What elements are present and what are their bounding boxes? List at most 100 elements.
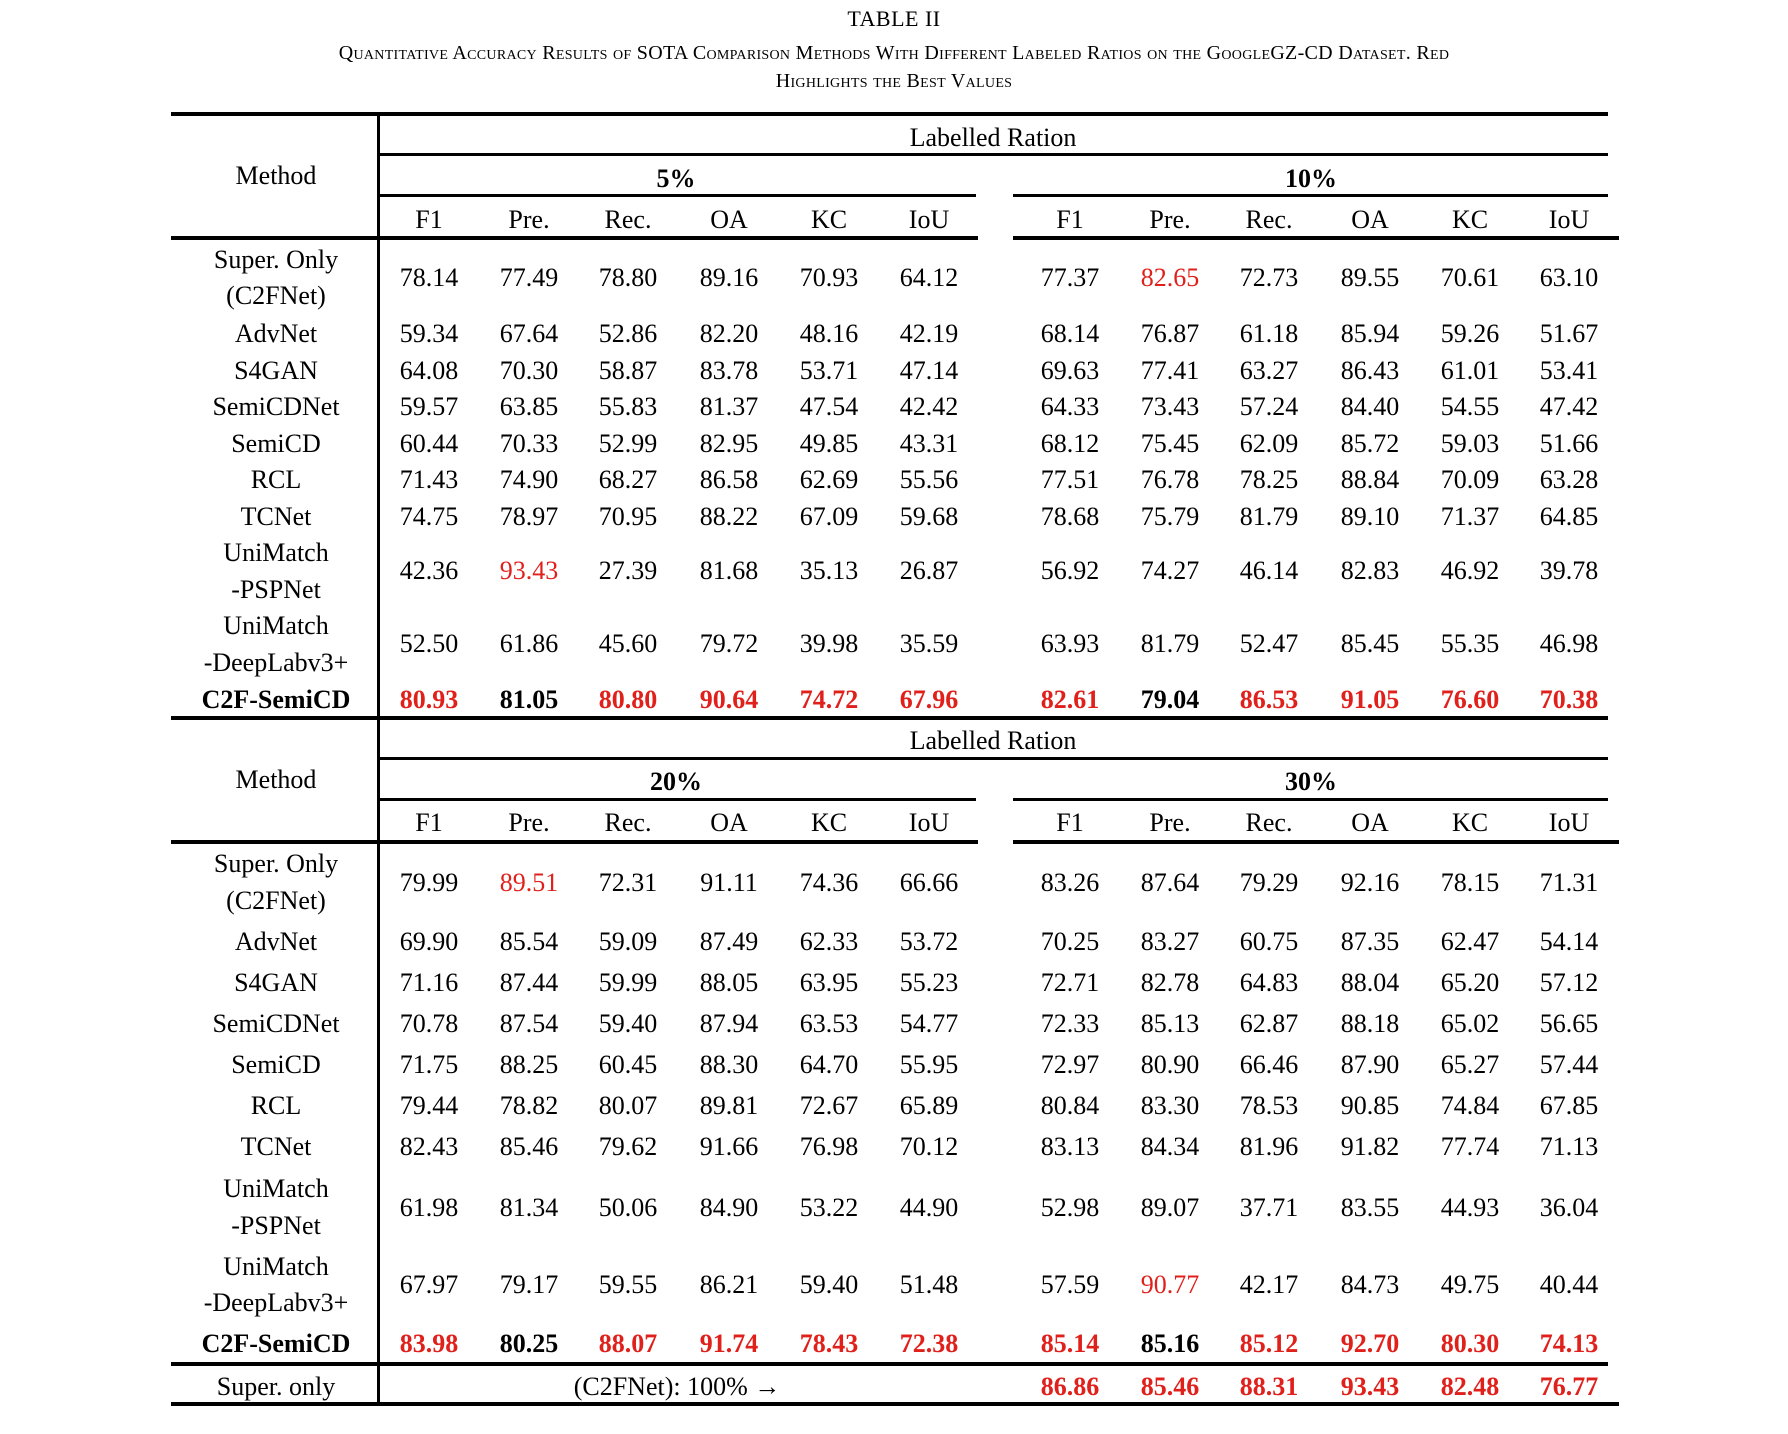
table-caption-line-2: Highlights the Best Values — [775, 70, 1013, 92]
table-cell: 72.73 — [1239, 263, 1299, 292]
block-bottom-rule — [171, 1362, 1608, 1366]
table-cell: 88.04 — [1340, 968, 1400, 997]
table-cell: 51.67 — [1539, 319, 1599, 348]
table-cell: 87.44 — [499, 968, 559, 997]
table-cell: 39.98 — [799, 629, 859, 658]
table-cell: 77.51 — [1040, 465, 1100, 494]
table-cell: 87.35 — [1340, 927, 1400, 956]
table-cell: 78.25 — [1239, 465, 1299, 494]
table-cell: 70.30 — [499, 356, 559, 385]
header-bottom-rule — [1013, 840, 1619, 844]
table-cell: 91.74 — [699, 1329, 759, 1358]
metric-header: Rec. — [1245, 808, 1293, 837]
table-cell: 62.87 — [1239, 1009, 1299, 1038]
table-cell: 84.73 — [1340, 1270, 1400, 1299]
table-cell: 65.89 — [899, 1091, 959, 1120]
table-cell: 82.78 — [1140, 968, 1200, 997]
table-cell: 47.42 — [1539, 392, 1599, 421]
table-cell: 52.86 — [598, 319, 658, 348]
table-cell: 42.17 — [1239, 1270, 1299, 1299]
table-cell: 62.09 — [1239, 429, 1299, 458]
table-cell: 78.97 — [499, 502, 559, 531]
table-cell: 90.85 — [1340, 1091, 1400, 1120]
table-cell: 47.14 — [899, 356, 959, 385]
column-divider — [377, 114, 380, 718]
table-cell: 88.25 — [499, 1050, 559, 1079]
method-header: Method — [235, 765, 317, 794]
table-cell: 81.05 — [499, 685, 559, 714]
table-cell: 79.62 — [598, 1132, 658, 1161]
table-cell: 52.47 — [1239, 629, 1299, 658]
metric-header: OA — [710, 205, 748, 234]
table-cell: 81.34 — [499, 1193, 559, 1222]
table-cell: 63.28 — [1539, 465, 1599, 494]
table-cell: 53.72 — [899, 927, 959, 956]
table-cell: 50.06 — [598, 1193, 658, 1222]
table-cell: 37.71 — [1239, 1193, 1299, 1222]
table-cell: 60.45 — [598, 1050, 658, 1079]
table-cell: 82.43 — [399, 1132, 459, 1161]
method-name: TCNet — [240, 502, 312, 531]
table-cell: 62.33 — [799, 927, 859, 956]
table-cell: 51.66 — [1539, 429, 1599, 458]
table-cell: 64.85 — [1539, 502, 1599, 531]
table-cell: 89.51 — [499, 868, 559, 897]
table-cell: 53.41 — [1539, 356, 1599, 385]
table-cell: 80.90 — [1140, 1050, 1200, 1079]
table-cell: 89.81 — [699, 1091, 759, 1120]
table-cell: 85.46 — [499, 1132, 559, 1161]
table-cell: 65.20 — [1440, 968, 1500, 997]
table-cell: 83.26 — [1040, 868, 1100, 897]
table-cell: 79.99 — [399, 868, 459, 897]
table-cell: 87.64 — [1140, 868, 1200, 897]
table-cell: 75.45 — [1140, 429, 1200, 458]
metric-header: F1 — [415, 808, 443, 837]
table-cell: 70.38 — [1539, 685, 1599, 714]
table-cell: 64.08 — [399, 356, 459, 385]
table-cell: 59.03 — [1440, 429, 1500, 458]
metric-header: OA — [1351, 205, 1389, 234]
table-cell: 67.85 — [1539, 1091, 1599, 1120]
table-cell: 67.09 — [799, 502, 859, 531]
table-caption-line-1: Quantitative Accuracy Results of SOTA Co… — [338, 42, 1450, 64]
header-rule — [379, 757, 1608, 760]
table-cell: 82.95 — [699, 429, 759, 458]
table-cell: 54.14 — [1539, 927, 1599, 956]
method-name: UniMatch — [223, 1252, 329, 1281]
table-cell: 71.37 — [1440, 502, 1500, 531]
table-cell: 78.14 — [399, 263, 459, 292]
table-cell: 57.12 — [1539, 968, 1599, 997]
table-cell: 43.31 — [899, 429, 959, 458]
table-cell: 63.95 — [799, 968, 859, 997]
table-cell: 46.14 — [1239, 556, 1299, 585]
metric-header: Pre. — [508, 808, 550, 837]
table-cell: 72.71 — [1040, 968, 1100, 997]
method-name: -DeepLabv3+ — [203, 1288, 349, 1317]
metric-header: Rec. — [1245, 205, 1293, 234]
table-cell: 79.72 — [699, 629, 759, 658]
header-rule — [379, 153, 1608, 156]
table-cell: 87.90 — [1340, 1050, 1400, 1079]
block-bottom-rule — [171, 716, 1608, 720]
table-cell: 93.43 — [499, 556, 559, 585]
table-cell: 64.83 — [1239, 968, 1299, 997]
table-cell: 72.33 — [1040, 1009, 1100, 1038]
table-cell: 85.94 — [1340, 319, 1400, 348]
method-name: UniMatch — [223, 538, 329, 567]
table-cell: 44.93 — [1440, 1193, 1500, 1222]
method-name: AdvNet — [234, 319, 318, 348]
table-cell: 65.27 — [1440, 1050, 1500, 1079]
method-name: TCNet — [240, 1132, 312, 1161]
table-cell: 70.25 — [1040, 927, 1100, 956]
metric-header: IoU — [1548, 808, 1590, 837]
method-name: -DeepLabv3+ — [203, 648, 349, 677]
table-cell: 83.27 — [1140, 927, 1200, 956]
method-name: SemiCD — [231, 429, 321, 458]
table-cell: 81.79 — [1140, 629, 1200, 658]
table-cell: 63.85 — [499, 392, 559, 421]
table-cell: 52.99 — [598, 429, 658, 458]
table-cell: 73.43 — [1140, 392, 1200, 421]
metric-header: F1 — [1056, 205, 1084, 234]
table-cell: 92.70 — [1340, 1329, 1400, 1358]
table-cell: 55.83 — [598, 392, 658, 421]
